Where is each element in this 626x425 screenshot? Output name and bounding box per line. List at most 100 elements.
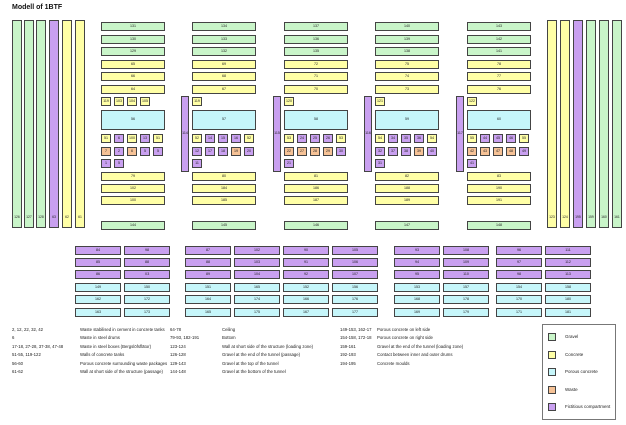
inner-cell-38: 38	[401, 147, 411, 156]
small-cell-120: 120	[284, 97, 294, 106]
legend-swatch	[548, 350, 556, 359]
inner-cell-41: 41	[467, 159, 477, 168]
top-cell-143: 143	[467, 22, 531, 31]
separator-117: 117	[456, 96, 464, 172]
note-text: Wall at short side of the structure (loa…	[222, 343, 314, 349]
note-text: Concrete moulds	[377, 360, 410, 366]
lower-cell-112: 112	[545, 258, 591, 267]
small-cell-103: 103	[114, 97, 124, 106]
top-cell-72: 72	[284, 60, 348, 69]
bottom-cell-83: 83	[467, 172, 531, 181]
top-cell-78: 78	[467, 60, 531, 69]
inner-cell-24: 24	[297, 134, 307, 143]
lower-cell-151: 151	[185, 283, 231, 292]
note-codes: 149-153, 162-17	[340, 327, 372, 332]
lower-cell-158: 158	[545, 283, 591, 292]
top-cell-66: 66	[101, 72, 165, 81]
inner-cell-100: 100	[127, 134, 137, 143]
lower-cell-98: 98	[124, 246, 170, 255]
gravel-bottom-147: 147	[375, 221, 439, 230]
note-codes: 51-55, 119-122	[12, 352, 41, 358]
small-cell-122: 122	[467, 97, 477, 106]
legend-swatch	[548, 403, 556, 411]
top-cell-67: 67	[192, 85, 256, 94]
small-cell-104: 104	[127, 97, 137, 106]
inner-cell-18: 18	[218, 147, 228, 156]
legend-label: Porous concrete	[565, 369, 598, 374]
small-cell-119: 119	[192, 97, 202, 106]
inner-cell-25: 25	[310, 134, 320, 143]
left-column-62: 62	[62, 20, 72, 228]
inner-cell-35: 35	[401, 134, 411, 143]
inner-cell-27: 27	[297, 147, 307, 156]
legend-label: Gravel	[565, 334, 579, 339]
left-column-126: 126	[12, 20, 22, 228]
lower-cell-94: 94	[394, 258, 440, 267]
inner-cell-32: 32	[375, 147, 385, 156]
inner-cell-16: 16	[231, 134, 241, 143]
right-column-159: 159	[586, 20, 596, 228]
inner-cell-40: 40	[427, 147, 437, 156]
top-cell-140: 140	[375, 22, 439, 31]
lower-cell-173: 173	[124, 308, 170, 317]
lower-cell-165: 165	[234, 283, 280, 292]
top-cell-64: 64	[101, 85, 165, 94]
inner-cell-30: 30	[336, 147, 346, 156]
note-codes: 194-195	[340, 360, 356, 366]
bottom-cell-185: 185	[192, 196, 256, 205]
top-cell-141: 141	[467, 47, 531, 56]
lower-cell-149: 149	[75, 283, 121, 292]
lower-cell-170: 170	[496, 295, 542, 304]
lower-cell-167: 167	[283, 308, 329, 317]
note-codes: 192-193	[340, 352, 356, 358]
legend-label: Concrete	[565, 351, 584, 357]
note-text: Ceiling	[222, 327, 236, 332]
right-column-123: 123	[547, 20, 557, 228]
porous-block-58: 58	[284, 110, 348, 130]
inner-cell-44: 44	[480, 134, 490, 143]
inner-cell-5: 5	[140, 147, 150, 156]
bottom-cell-102: 102	[101, 184, 165, 193]
inner-cell-15: 15	[218, 134, 228, 143]
bottom-cell-184: 184	[192, 184, 256, 193]
top-cell-130: 130	[101, 35, 165, 44]
note-text: Walls of concrete tanks	[80, 352, 125, 358]
inner-cell-34: 34	[388, 134, 398, 143]
bottom-cell-82: 82	[375, 172, 439, 181]
inner-cell-12: 12	[192, 147, 202, 156]
bottom-cell-189: 189	[375, 196, 439, 205]
top-cell-136: 136	[284, 35, 348, 44]
gravel-bottom-148: 148	[467, 221, 531, 230]
top-cell-129: 129	[101, 47, 165, 56]
lower-cell-113: 113	[545, 270, 591, 279]
lower-cell-164: 164	[185, 295, 231, 304]
lower-cell-104: 104	[234, 270, 280, 279]
left-column-63: 63	[49, 20, 59, 228]
lower-cell-181: 181	[545, 308, 591, 317]
lower-cell-150: 150	[124, 283, 170, 292]
gravel-bottom-146: 146	[284, 221, 348, 230]
lower-cell-109: 109	[443, 258, 489, 267]
inner-cell-19: 19	[231, 147, 241, 156]
legend-swatch	[548, 368, 556, 376]
note-codes: 2, 12, 22, 32, 42	[12, 327, 44, 332]
inner-cell-6: 6	[114, 134, 124, 143]
lower-cell-107: 107	[332, 270, 378, 279]
note-text: Gravel at the end of the tunnel (passage…	[222, 352, 301, 358]
note-codes: 126-128	[170, 352, 186, 358]
inner-cell-52: 52	[192, 134, 202, 143]
inner-cell-36: 36	[414, 134, 424, 143]
porous-block-59: 59	[375, 110, 439, 130]
bottom-cell-80: 80	[192, 172, 256, 181]
inner-cell-21: 21	[284, 159, 294, 168]
inner-cell-51: 51	[101, 134, 111, 143]
inner-cell-14: 14	[205, 134, 215, 143]
top-cell-138: 138	[375, 47, 439, 56]
lower-cell-163: 163	[75, 308, 121, 317]
legend-item-gravel: Gravel	[548, 333, 614, 345]
lower-cell-180: 180	[545, 295, 591, 304]
lower-cell-171: 171	[496, 308, 542, 317]
note-text: Porous concrete on left side	[377, 327, 431, 332]
lower-cell-165: 165	[185, 308, 231, 317]
note-codes: 64-78	[170, 327, 181, 332]
